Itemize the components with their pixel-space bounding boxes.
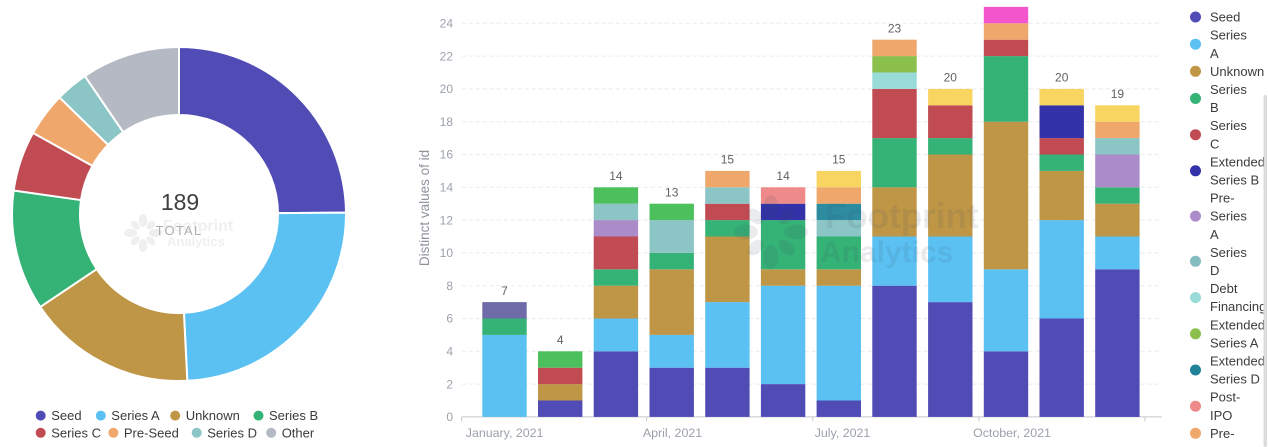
svg-text:January, 2021: January, 2021 — [466, 426, 544, 440]
svg-text:A: A — [1210, 227, 1219, 242]
svg-text:14: 14 — [609, 169, 623, 183]
svg-text:189: 189 — [161, 189, 199, 215]
svg-text:Extended: Extended — [1210, 354, 1265, 369]
svg-text:12: 12 — [440, 213, 454, 227]
svg-text:7: 7 — [501, 284, 508, 298]
svg-text:Post-: Post- — [1210, 390, 1240, 405]
svg-text:6: 6 — [446, 312, 453, 326]
svg-text:23: 23 — [888, 22, 902, 36]
svg-text:Seed: Seed — [51, 408, 81, 423]
svg-text:April, 2021: April, 2021 — [643, 426, 702, 440]
svg-text:8: 8 — [446, 279, 453, 293]
svg-text:D: D — [1210, 263, 1219, 278]
svg-text:0: 0 — [446, 410, 453, 424]
svg-text:Pre-: Pre- — [1210, 426, 1235, 441]
svg-text:Extended: Extended — [1210, 154, 1265, 169]
svg-text:Series A: Series A — [111, 408, 160, 423]
svg-text:Series: Series — [1210, 28, 1247, 43]
svg-text:19: 19 — [1111, 87, 1125, 101]
svg-text:Series C: Series C — [51, 425, 101, 440]
svg-text:20: 20 — [944, 71, 958, 85]
svg-text:C: C — [1210, 136, 1219, 151]
svg-text:Footprint: Footprint — [163, 218, 234, 235]
svg-text:20: 20 — [440, 82, 454, 96]
svg-text:A: A — [1210, 46, 1219, 61]
svg-text:Pre-Seed: Pre-Seed — [124, 425, 179, 440]
svg-text:IPO: IPO — [1210, 408, 1232, 423]
svg-text:20: 20 — [1055, 71, 1069, 85]
svg-text:Footprint: Footprint — [825, 197, 979, 236]
svg-text:Other: Other — [282, 425, 315, 440]
svg-text:B: B — [1210, 100, 1219, 115]
svg-text:Series A: Series A — [1210, 335, 1259, 350]
svg-text:Unknown: Unknown — [1210, 64, 1264, 79]
svg-text:22: 22 — [440, 49, 454, 63]
svg-text:TOTAL: TOTAL — [156, 223, 203, 238]
svg-text:Analytics: Analytics — [167, 234, 225, 249]
svg-text:2: 2 — [446, 377, 453, 391]
svg-text:Series: Series — [1210, 118, 1247, 133]
svg-text:Series D: Series D — [1210, 372, 1260, 387]
svg-text:14: 14 — [440, 181, 454, 195]
svg-text:October, 2021: October, 2021 — [973, 426, 1051, 440]
svg-text:Series D: Series D — [207, 425, 257, 440]
svg-text:18: 18 — [440, 115, 454, 129]
svg-text:4: 4 — [557, 333, 564, 347]
svg-text:16: 16 — [440, 148, 454, 162]
svg-text:Seed: Seed — [1210, 10, 1240, 25]
svg-text:Series: Series — [1210, 82, 1247, 97]
svg-text:Financing: Financing — [1210, 299, 1266, 314]
svg-text:Analytics: Analytics — [820, 236, 953, 269]
svg-text:Unknown: Unknown — [186, 408, 240, 423]
svg-text:Series B: Series B — [1210, 173, 1259, 188]
svg-text:24: 24 — [440, 17, 454, 31]
svg-text:July, 2021: July, 2021 — [815, 426, 871, 440]
svg-text:15: 15 — [721, 153, 735, 167]
svg-text:Distinct values of id: Distinct values of id — [417, 150, 432, 266]
svg-text:10: 10 — [440, 246, 454, 260]
svg-text:15: 15 — [832, 153, 846, 167]
svg-text:Pre-: Pre- — [1210, 191, 1235, 206]
svg-text:Series B: Series B — [269, 408, 318, 423]
svg-text:Series: Series — [1210, 209, 1247, 224]
svg-text:14: 14 — [776, 169, 790, 183]
svg-text:Debt: Debt — [1210, 281, 1238, 296]
svg-text:Extended: Extended — [1210, 317, 1265, 332]
svg-text:Series: Series — [1210, 245, 1247, 260]
svg-text:13: 13 — [665, 186, 679, 200]
svg-text:4: 4 — [446, 345, 453, 359]
